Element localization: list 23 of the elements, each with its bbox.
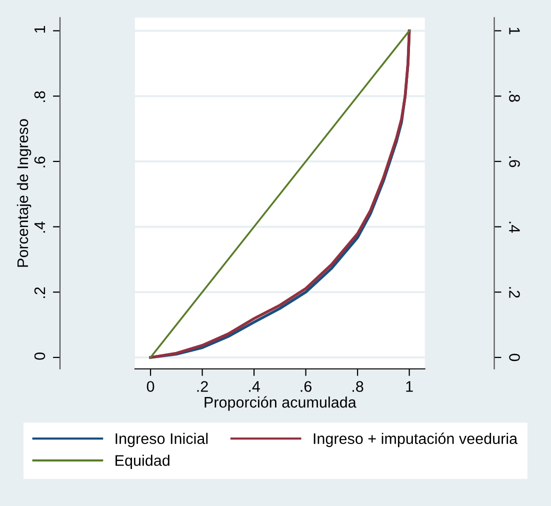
x-axis-title: Proporción acumulada	[204, 396, 356, 411]
legend-label: Equidad	[116, 454, 170, 469]
y2-tick-label: 1	[509, 28, 520, 34]
y2-tick-label: .2	[509, 287, 520, 298]
y-tick-label: .6	[34, 156, 46, 168]
y-tick-label: 0	[34, 352, 46, 360]
x-tick-label: .8	[352, 381, 364, 392]
y-tick-label: 1	[34, 26, 46, 33]
y2-tick-label: 0	[509, 354, 520, 362]
x-tick-label: .4	[249, 381, 260, 392]
y2-tick-label: .8	[509, 91, 520, 102]
y2-tick-label: .6	[509, 156, 520, 168]
legend-label: Ingreso Inicial	[116, 432, 208, 448]
y-tick-label: .8	[34, 91, 46, 102]
y-tick-label: .4	[34, 222, 46, 233]
y-axis-title: Porcentaje de Ingreso	[16, 119, 32, 267]
y2-tick-label: .4	[509, 222, 520, 233]
x-tick-label: .2	[197, 381, 208, 392]
x-tick-label: 1	[406, 381, 413, 392]
legend-label: Ingreso + imputación veeduria	[314, 432, 518, 448]
x-tick-label: .6	[300, 381, 312, 392]
y-tick-label: .2	[34, 287, 46, 298]
x-tick-label: 0	[146, 381, 154, 392]
